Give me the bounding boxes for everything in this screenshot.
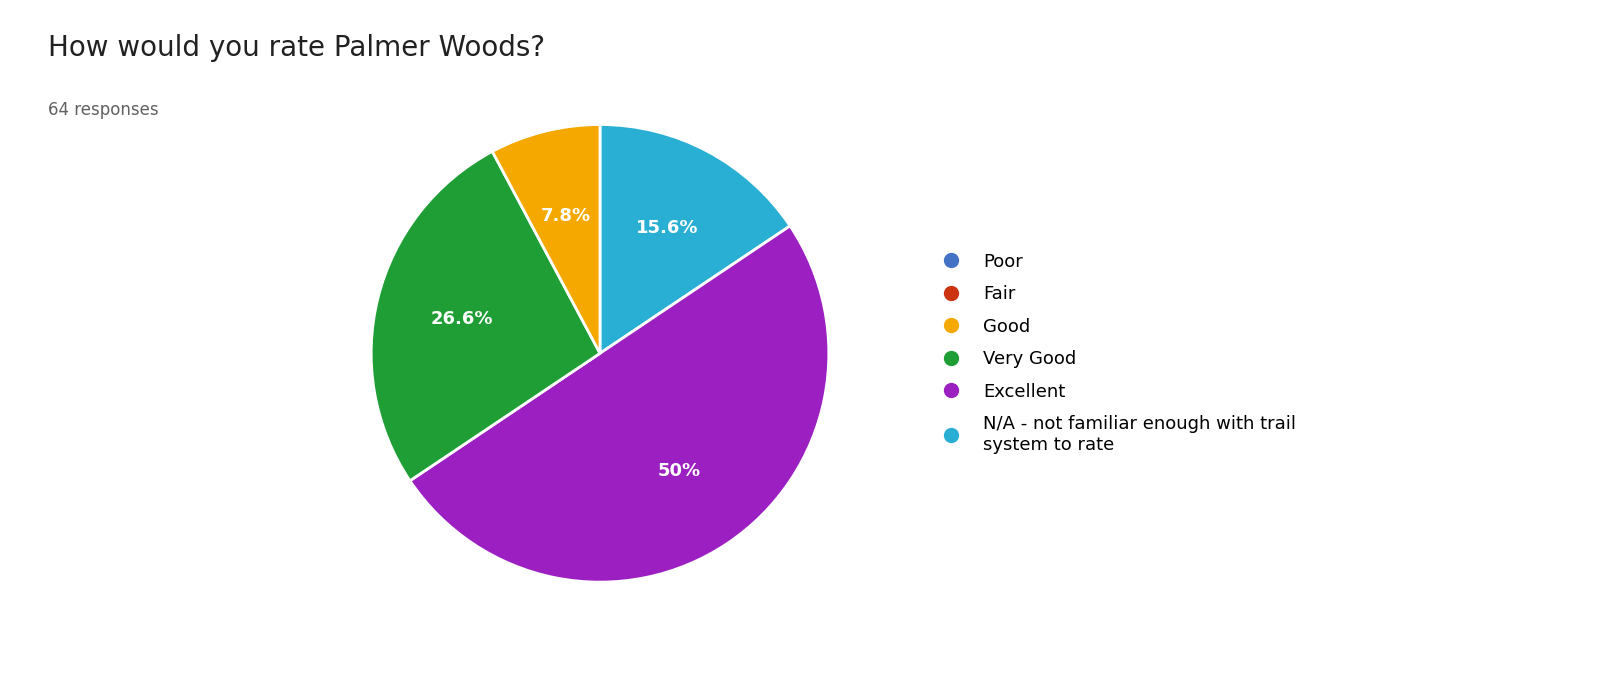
Text: How would you rate Palmer Woods?: How would you rate Palmer Woods?	[48, 34, 546, 62]
Wedge shape	[410, 226, 829, 582]
Text: 64 responses: 64 responses	[48, 101, 158, 119]
Text: 50%: 50%	[658, 462, 701, 480]
Text: 26.6%: 26.6%	[430, 310, 494, 328]
Text: 15.6%: 15.6%	[635, 219, 698, 237]
Text: 7.8%: 7.8%	[541, 207, 590, 225]
Legend: Poor, Fair, Good, Very Good, Excellent, N/A - not familiar enough with trail
sys: Poor, Fair, Good, Very Good, Excellent, …	[923, 244, 1306, 463]
Wedge shape	[371, 151, 600, 481]
Wedge shape	[600, 125, 790, 353]
Wedge shape	[493, 125, 600, 353]
